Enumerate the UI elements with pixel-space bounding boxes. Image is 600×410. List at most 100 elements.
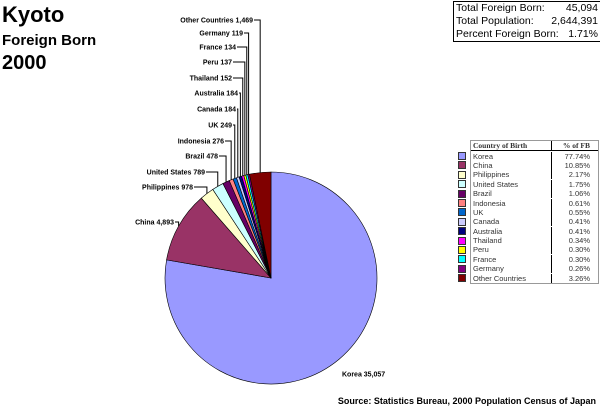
legend-pct: 2.17% [568, 170, 590, 180]
legend-swatch [458, 208, 466, 217]
slice-label: France 134 [199, 45, 236, 52]
legend-pct: 0.30% [568, 245, 590, 255]
legend-swatch [458, 255, 466, 264]
legend-swatch [458, 189, 466, 198]
leader-line [237, 46, 248, 175]
legend-swatch [458, 264, 466, 273]
legend-swatch [458, 170, 466, 179]
legend-row: United States 1.75% [458, 179, 598, 189]
legend-country: Indonesia [471, 198, 552, 208]
chart-year: 2000 [2, 52, 47, 74]
legend-swatch [458, 217, 466, 226]
leader-line [219, 155, 227, 183]
legend-swatch [458, 180, 466, 189]
legend-row: Other Countries 3.26% [458, 273, 598, 283]
slice-label: Brazil 478 [185, 154, 218, 161]
slice-label: Thailand 152 [190, 76, 233, 83]
slice-label: China 4,893 [135, 220, 174, 227]
legend-swatch [458, 245, 466, 254]
slice-label: Germany 119 [199, 31, 243, 38]
legend-country: Canada [471, 217, 552, 227]
legend-pct: 0.26% [568, 264, 590, 274]
stat-row: Total Population: 2,644,391 [456, 15, 598, 28]
legend-row: France 0.30% [458, 254, 598, 264]
slice-label: Australia 184 [194, 91, 238, 98]
legend-country: Brazil [471, 189, 552, 199]
leader-line [233, 77, 244, 176]
slice-label: Philippines 978 [142, 185, 193, 192]
legend-header-pct: % of FB [562, 141, 590, 151]
source-note: Source: Statistics Bureau, 2000 Populati… [337, 396, 596, 406]
legend-row: Indonesia 0.61% [458, 198, 598, 208]
chart-title: Kyoto [2, 2, 65, 27]
legend-country: UK [471, 207, 552, 217]
legend-row: China 10.85% [458, 160, 598, 170]
legend-header-country: Country of Birth [471, 141, 552, 151]
legend-country: Thailand [471, 236, 552, 246]
legend-pct: 0.34% [568, 236, 590, 246]
slice-label: Canada 184 [197, 107, 236, 114]
legend-row: Peru 0.30% [458, 245, 598, 255]
legend-row: Germany 0.26% [458, 264, 598, 274]
slice-label: United States 789 [147, 170, 205, 177]
leader-line [239, 92, 241, 177]
leader-line [206, 171, 219, 187]
stat-value: 1.71% [568, 28, 598, 40]
stat-label: Percent Foreign Born: [456, 28, 559, 40]
stat-label: Total Foreign Born: [456, 2, 545, 14]
slice-label: Other Countries 1,469 [180, 18, 253, 25]
slice-label: Korea 35,057 [342, 372, 385, 379]
legend-pct: 0.41% [568, 217, 590, 227]
summary-box: Total Foreign Born: 45,094 Total Populati… [453, 1, 600, 42]
legend-pct: 77.74% [564, 151, 590, 161]
stat-row: Percent Foreign Born: 1.71% [456, 28, 598, 41]
slice-label: Peru 137 [203, 60, 232, 67]
legend-pct: 0.61% [568, 198, 590, 208]
legend-swatch [458, 199, 466, 208]
leader-line [244, 32, 250, 175]
stat-value: 2,644,391 [551, 15, 598, 27]
stat-value: 45,094 [565, 2, 598, 14]
legend-pct: 0.41% [568, 226, 590, 236]
stat-label: Total Population: [456, 15, 534, 27]
pie-slice-korea [164, 171, 378, 385]
legend-row: Philippines 2.17% [458, 170, 598, 180]
legend-pct: 0.55% [568, 207, 590, 217]
legend-swatch [458, 161, 466, 170]
chart-subtitle: Foreign Born [2, 32, 97, 49]
slice-label: UK 249 [208, 123, 232, 130]
leader-line [194, 186, 208, 194]
leader-line [254, 19, 261, 173]
leader-line [233, 124, 236, 179]
legend-country: Philippines [471, 170, 552, 180]
legend-country: Peru [471, 245, 552, 255]
legend-row: Thailand 0.34% [458, 236, 598, 246]
legend-country: Germany [471, 264, 552, 274]
legend-header: Country of Birth % of FB [471, 141, 598, 152]
slice-label: Indonesia 276 [178, 139, 224, 146]
legend-row: Korea 77.74% [458, 151, 598, 161]
leader-line [225, 140, 232, 180]
legend-swatch [458, 274, 466, 283]
pie-slice-china [166, 197, 272, 279]
legend-pct: 10.85% [564, 160, 590, 170]
legend-pct: 3.26% [568, 273, 590, 283]
legend-country: China [471, 160, 552, 170]
legend-swatch [458, 152, 466, 161]
legend-swatch [458, 236, 466, 245]
legend-row: Canada 0.41% [458, 217, 598, 227]
legend-country: Korea [471, 151, 552, 161]
legend-pct: 0.30% [568, 254, 590, 264]
legend-row: Brazil 1.06% [458, 189, 598, 199]
legend-pct: 1.75% [568, 179, 590, 189]
legend-country: Australia [471, 226, 552, 236]
leader-line [237, 108, 239, 178]
legend-country: Other Countries [471, 273, 552, 283]
legend-country: France [471, 254, 552, 264]
legend-row: UK 0.55% [458, 207, 598, 217]
leader-line [233, 61, 246, 176]
leader-line [175, 221, 180, 227]
legend-swatch [458, 227, 466, 236]
